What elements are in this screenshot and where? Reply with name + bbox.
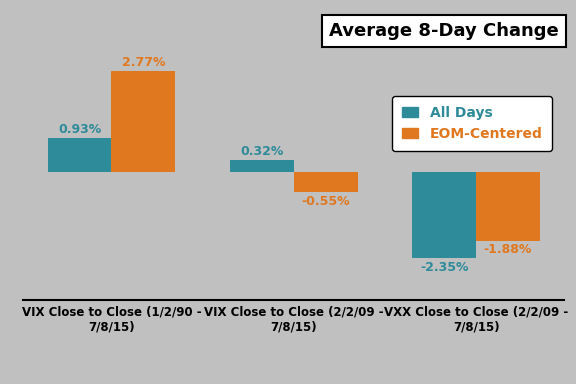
Bar <box>230 161 294 172</box>
Text: -2.35%: -2.35% <box>420 261 468 273</box>
Text: 0.32%: 0.32% <box>240 145 283 158</box>
Bar <box>294 172 358 192</box>
Text: Average 8-Day Change: Average 8-Day Change <box>329 22 559 40</box>
Text: -0.55%: -0.55% <box>301 195 350 208</box>
Bar <box>476 172 540 240</box>
Text: 2.77%: 2.77% <box>122 56 165 69</box>
Bar <box>412 172 476 258</box>
Bar <box>112 71 175 172</box>
Text: 0.93%: 0.93% <box>58 123 101 136</box>
Text: -1.88%: -1.88% <box>484 243 532 257</box>
Bar <box>48 138 112 172</box>
Legend: All Days, EOM-Centered: All Days, EOM-Centered <box>392 96 552 151</box>
